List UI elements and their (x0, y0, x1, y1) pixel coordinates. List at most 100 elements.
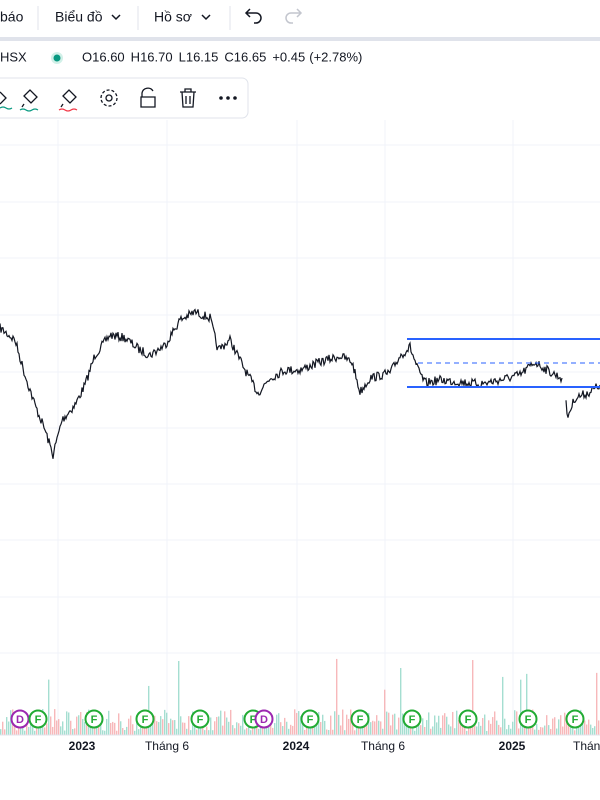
volume-bar (238, 723, 240, 735)
lock-button[interactable] (140, 87, 156, 108)
event-label[interactable]: F (35, 714, 42, 726)
volume-bar (16, 730, 18, 735)
volume-bar (146, 726, 148, 735)
volume-bar (38, 722, 40, 735)
ohlc-value: 16.60 (92, 49, 125, 64)
volume-bar (388, 712, 390, 735)
event-marker[interactable] (84, 709, 104, 729)
event-marker[interactable] (458, 709, 478, 729)
volume-bar (0, 729, 2, 735)
event-marker[interactable] (28, 709, 48, 729)
volume-bar (158, 722, 160, 735)
volume-bar (218, 716, 220, 735)
event-marker[interactable] (190, 709, 210, 729)
volume-bar (512, 721, 514, 735)
settings-gear (100, 89, 118, 107)
price-line (0, 308, 600, 459)
volume-bar (480, 725, 482, 735)
volume-bar (48, 679, 50, 735)
line-color-button[interactable] (60, 89, 77, 108)
volume-bar (424, 726, 426, 735)
volume-bar (392, 714, 394, 735)
volume-bar (286, 721, 288, 735)
tool-icon[interactable] (0, 91, 7, 105)
volume-bar (62, 721, 64, 735)
delete-button[interactable] (180, 88, 196, 108)
volume-bar (196, 729, 198, 735)
volume-bar (380, 721, 382, 735)
x-tick-label: Tháng 6 (361, 739, 405, 753)
volume-bar (66, 711, 68, 735)
volume-bar (168, 723, 170, 735)
volume-bar (486, 730, 488, 735)
volume-bar (420, 725, 422, 735)
dropdown-caret[interactable] (201, 14, 211, 21)
event-marker[interactable] (135, 709, 155, 729)
dropdown-caret[interactable] (111, 14, 121, 21)
event-label[interactable]: F (572, 714, 579, 726)
range-drawing[interactable] (407, 338, 600, 388)
volume-bar (6, 717, 8, 735)
event-label[interactable]: F (91, 714, 98, 726)
volume-bar (356, 722, 358, 735)
event-label[interactable]: F (250, 714, 257, 726)
event-label[interactable]: D (260, 714, 268, 726)
volume-bar (68, 712, 70, 735)
volume-bar (540, 727, 542, 735)
toolbar-item[interactable]: Hồ sơ (154, 9, 192, 25)
volume-bar (104, 730, 106, 735)
volume-bar (444, 713, 446, 735)
ohlc-key: H (131, 49, 140, 64)
volume-bar (574, 730, 576, 735)
event-marker[interactable] (350, 709, 370, 729)
volume-bar (134, 730, 136, 735)
volume-bar (570, 723, 572, 735)
volume-bar (508, 724, 510, 735)
volume-bar (324, 720, 326, 735)
volume-bar (78, 715, 80, 735)
volume-bar (76, 716, 78, 735)
toolbar-item[interactable]: Biểu đồ (55, 9, 103, 25)
toolbar-item[interactable]: báo (0, 9, 24, 25)
event-label[interactable]: D (16, 714, 24, 726)
volume-bar (216, 716, 218, 735)
event-label[interactable]: F (357, 714, 364, 726)
volume-bar (362, 721, 364, 735)
volume-bar (230, 709, 232, 735)
volume-bar (366, 720, 368, 735)
event-marker[interactable] (565, 709, 585, 729)
volume-bar (378, 720, 380, 735)
volume-bar (552, 718, 554, 735)
event-marker[interactable] (402, 709, 422, 729)
volume-bar (352, 720, 354, 735)
volume-bar (348, 718, 350, 735)
event-marker[interactable] (518, 709, 538, 729)
redo-button[interactable] (285, 8, 303, 24)
volume-bar (160, 716, 162, 735)
event-label[interactable]: F (409, 714, 416, 726)
event-label[interactable]: F (197, 714, 204, 726)
event-marker[interactable] (254, 709, 274, 729)
event-marker[interactable] (300, 709, 320, 729)
volume-bar (138, 729, 140, 735)
ohlc-value: 16.70 (140, 49, 173, 64)
volume-bar (338, 714, 340, 735)
settings-button[interactable] (105, 94, 113, 102)
volume-bar (516, 711, 518, 735)
volume-bar (550, 728, 552, 735)
volume-bar (152, 716, 154, 735)
volume-bar (234, 728, 236, 735)
volume-bar (400, 668, 402, 735)
volume-bar (342, 709, 344, 735)
more-button[interactable] (219, 96, 237, 100)
undo-button[interactable] (244, 8, 262, 24)
volume-bar (240, 725, 242, 735)
event-label[interactable]: F (307, 714, 314, 726)
event-label[interactable]: F (142, 714, 149, 726)
volume-bar (190, 730, 192, 735)
event-label[interactable]: F (525, 714, 532, 726)
volume-bar (340, 725, 342, 735)
fill-color-button[interactable] (21, 89, 38, 108)
event-label[interactable]: F (465, 714, 472, 726)
volume-bar (74, 728, 76, 735)
